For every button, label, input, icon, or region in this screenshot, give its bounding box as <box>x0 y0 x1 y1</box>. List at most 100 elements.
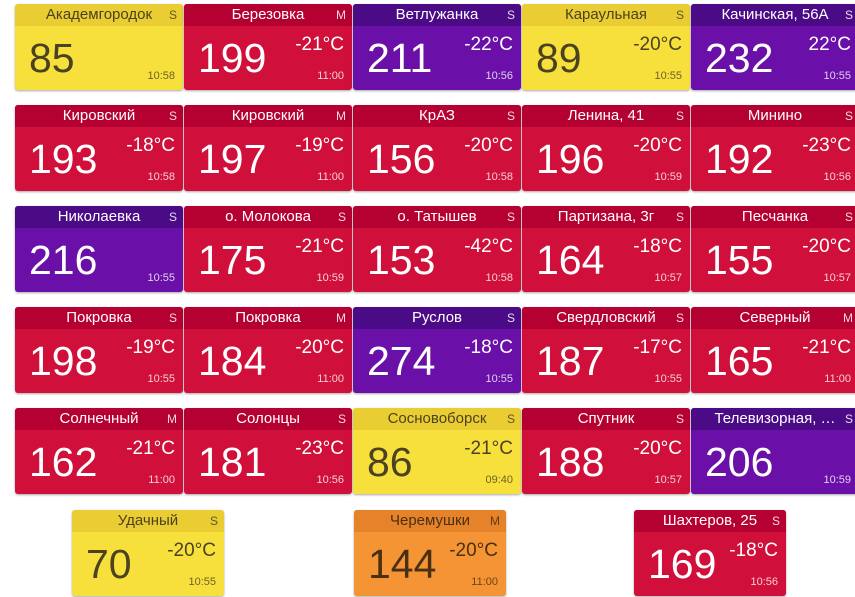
station-tile[interactable]: Черемушки M 144 -20°C 11:00 <box>354 510 506 596</box>
sensor-badge: S <box>675 210 684 224</box>
station-name: Солонцы S <box>184 408 352 430</box>
update-time: 11:00 <box>317 171 344 183</box>
temperature: -21°C <box>295 236 344 257</box>
aqi-value: 165 <box>705 338 774 384</box>
station-tile[interactable]: Покровка S 198 -19°C 10:55 <box>15 307 183 393</box>
update-time: 10:55 <box>147 373 175 385</box>
station-tile[interactable]: о. Татышев S 153 -42°C 10:58 <box>353 206 521 292</box>
sensor-badge: S <box>506 210 515 224</box>
station-name: Покровка S <box>15 307 183 329</box>
aqi-value: 274 <box>367 338 436 384</box>
station-tile[interactable]: Академгородок S 85 10:58 <box>15 4 183 90</box>
station-tile[interactable]: Песчанка S 155 -20°C 10:57 <box>691 206 855 292</box>
temperature: -19°C <box>295 135 344 156</box>
sensor-badge: S <box>168 210 177 224</box>
station-tile[interactable]: Солнечный M 162 -21°C 11:00 <box>15 408 183 494</box>
sensor-badge: S <box>771 514 780 528</box>
station-name: Кировский S <box>15 105 183 127</box>
station-tile[interactable]: Удачный S 70 -20°C 10:55 <box>72 510 224 596</box>
station-tile[interactable]: Солонцы S 181 -23°C 10:56 <box>184 408 352 494</box>
aqi-value: 155 <box>705 237 774 283</box>
station-name: Караульная S <box>522 4 690 26</box>
update-time: 10:56 <box>485 70 513 82</box>
update-time: 11:00 <box>824 373 851 385</box>
station-name: Песчанка S <box>691 206 855 228</box>
station-tile[interactable]: Ленина, 41 S 196 -20°C 10:59 <box>522 105 690 191</box>
aqi-value: 164 <box>536 237 605 283</box>
aqi-value: 153 <box>367 237 436 283</box>
station-tile[interactable]: Николаевка S 216 10:55 <box>15 206 183 292</box>
station-tile[interactable]: Спутник S 188 -20°C 10:57 <box>522 408 690 494</box>
update-time: 09:40 <box>485 474 513 486</box>
station-name: Северный M <box>691 307 855 329</box>
temperature: -20°C <box>633 34 682 55</box>
sensor-badge: S <box>675 412 684 426</box>
aqi-value: 192 <box>705 136 774 182</box>
station-name: Минино S <box>691 105 855 127</box>
sensor-badge: S <box>337 210 346 224</box>
sensor-badge: S <box>675 109 684 123</box>
station-tile[interactable]: Минино S 192 -23°C 10:56 <box>691 105 855 191</box>
station-name: Солнечный M <box>15 408 183 430</box>
station-tile[interactable]: Кировский M 197 -19°C 11:00 <box>184 105 352 191</box>
aqi-value: 89 <box>536 35 582 81</box>
aqi-value: 85 <box>29 35 75 81</box>
update-time: 11:00 <box>317 373 344 385</box>
update-time: 10:55 <box>654 373 682 385</box>
station-tile[interactable]: Кировский S 193 -18°C 10:58 <box>15 105 183 191</box>
station-tile[interactable]: Партизана, 3г S 164 -18°C 10:57 <box>522 206 690 292</box>
temperature: -21°C <box>464 438 513 459</box>
temperature: -18°C <box>633 236 682 257</box>
aqi-value: 211 <box>367 35 433 81</box>
station-name: Телевизорная, … S <box>691 408 855 430</box>
sensor-badge: S <box>844 412 853 426</box>
aqi-value: 162 <box>29 439 98 485</box>
update-time: 10:57 <box>654 272 682 284</box>
station-tile[interactable]: Шахтеров, 25 S 169 -18°C 10:56 <box>634 510 786 596</box>
sensor-badge: M <box>336 311 346 325</box>
station-name: Партизана, 3г S <box>522 206 690 228</box>
aqi-value: 70 <box>86 541 132 587</box>
station-tile[interactable]: Покровка M 184 -20°C 11:00 <box>184 307 352 393</box>
temperature: -20°C <box>802 236 851 257</box>
station-name: Качинская, 56А S <box>691 4 855 26</box>
station-name: Березовка M <box>184 4 352 26</box>
update-time: 10:58 <box>485 171 513 183</box>
aqi-value: 175 <box>198 237 267 283</box>
station-tile[interactable]: Березовка M 199 -21°C 11:00 <box>184 4 352 90</box>
aqi-value: 196 <box>536 136 605 182</box>
sensor-badge: S <box>168 8 177 22</box>
temperature: -23°C <box>295 438 344 459</box>
sensor-badge: S <box>506 311 515 325</box>
sensor-badge: S <box>168 109 177 123</box>
sensor-badge: S <box>506 412 515 426</box>
sensor-badge: S <box>209 514 218 528</box>
station-tile[interactable]: Ветлужанка S 211 -22°C 10:56 <box>353 4 521 90</box>
station-tile[interactable]: Сосновоборск S 86 -21°C 09:40 <box>353 408 521 494</box>
station-tile[interactable]: Караульная S 89 -20°C 10:55 <box>522 4 690 90</box>
station-tile[interactable]: Телевизорная, … S 206 10:59 <box>691 408 855 494</box>
station-name: Ленина, 41 S <box>522 105 690 127</box>
update-time: 10:58 <box>485 272 513 284</box>
update-time: 10:59 <box>316 272 344 284</box>
aqi-value: 169 <box>648 541 717 587</box>
station-tile[interactable]: КрАЗ S 156 -20°C 10:58 <box>353 105 521 191</box>
aqi-value: 187 <box>536 338 605 384</box>
update-time: 10:55 <box>188 576 216 588</box>
station-tile[interactable]: о. Молокова S 175 -21°C 10:59 <box>184 206 352 292</box>
station-name: Покровка M <box>184 307 352 329</box>
station-tile[interactable]: Качинская, 56А S 232 22°C 10:55 <box>691 4 855 90</box>
update-time: 10:57 <box>823 272 851 284</box>
sensor-badge: S <box>844 210 853 224</box>
aqi-value: 156 <box>367 136 436 182</box>
temperature: -20°C <box>295 337 344 358</box>
sensor-badge: S <box>675 311 684 325</box>
station-tile[interactable]: Свердловский S 187 -17°C 10:55 <box>522 307 690 393</box>
temperature: -20°C <box>449 540 498 561</box>
sensor-badge: M <box>336 8 346 22</box>
station-tile[interactable]: Северный M 165 -21°C 11:00 <box>691 307 855 393</box>
update-time: 10:58 <box>147 70 175 82</box>
update-time: 10:55 <box>147 272 175 284</box>
aqi-value: 199 <box>198 35 267 81</box>
station-tile[interactable]: Руслов S 274 -18°C 10:55 <box>353 307 521 393</box>
